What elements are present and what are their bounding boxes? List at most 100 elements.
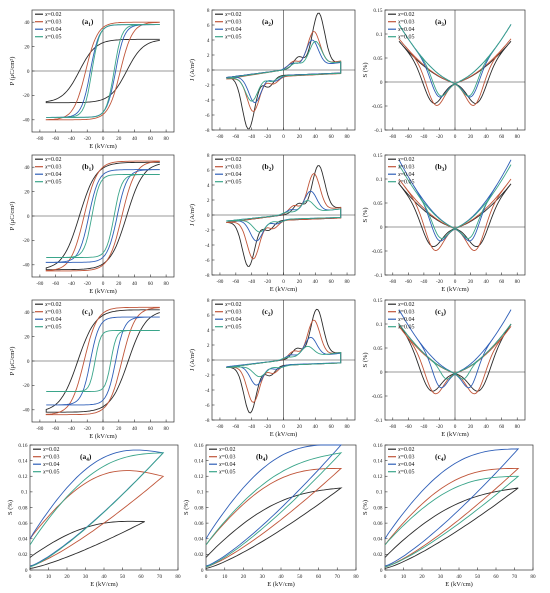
y-tick-label: 20 (24, 189, 30, 195)
x-tick-label: 20 (468, 279, 474, 285)
x-axis-label: E (kV/cm) (270, 431, 298, 438)
y-tick-label: 0.04 (194, 537, 203, 543)
x-axis-label: E (kV/cm) (89, 433, 117, 440)
x-tick-label: 20 (468, 134, 474, 140)
y-tick-label: 0.14 (18, 458, 27, 464)
y-tick-label: 0.06 (373, 521, 382, 527)
legend-label: x=0.04 (42, 462, 60, 468)
series-line-x005 (29, 452, 165, 568)
legend-label: x=0.04 (224, 317, 242, 323)
y-tick-label: -0.1 (374, 273, 383, 279)
legend-label: x=0.04 (44, 172, 62, 178)
x-tick-label: -80 (36, 281, 43, 287)
x-tick-label: 80 (515, 134, 521, 140)
y-tick-label: -6 (205, 258, 210, 264)
y-tick-label: -20 (23, 93, 30, 99)
legend: x=0.02 x=0.03x=0.04 x=0.05 (388, 12, 415, 41)
x-tick-label: 20 (468, 424, 474, 430)
legend-label: x=0.03 (42, 455, 60, 461)
x-tick-label: 60 (148, 281, 154, 287)
chart-panel-a1: -80 -60 -40 -20 0 20 40 60 80 -40 -20 0 20 40 E (kV/cm… (9, 9, 175, 150)
legend: x=0.02 x=0.03x=0.04 x=0.05 (388, 157, 415, 186)
x-tick-label: 30 (260, 574, 266, 580)
y-tick-label: 0.08 (18, 505, 27, 511)
x-tick-label: 20 (116, 136, 122, 142)
legend: x=0.02 x=0.03x=0.04 x=0.05 (35, 157, 62, 186)
y-tick-label: -0.1 (374, 418, 383, 424)
series-line-x005 (398, 323, 512, 380)
panel-label: (a1) (82, 17, 94, 28)
panel-label: (c3) (435, 307, 446, 318)
panel-label: (a2) (262, 17, 274, 28)
series-line-x005 (398, 24, 512, 97)
y-axis-label: S (%) (183, 500, 190, 515)
series-line-x005 (226, 345, 342, 378)
panel-label: (c2) (262, 307, 273, 318)
x-tick-label: 20 (116, 281, 122, 287)
y-tick-label: 0.04 (18, 537, 27, 543)
y-tick-label: 0 (207, 213, 210, 219)
x-tick-label: 80 (164, 281, 170, 287)
x-tick-label: -40 (248, 279, 255, 285)
legend-label: x=0.02 (397, 12, 415, 18)
legend-label: x=0.03 (224, 20, 242, 26)
x-tick-label: 0 (454, 134, 457, 140)
series-line-x005 (205, 452, 343, 568)
x-axis-label: E (kV/cm) (89, 288, 117, 295)
y-axis-label: S (%) (362, 63, 369, 78)
y-tick-label: 40 (24, 165, 30, 171)
y-tick-label: 6 (207, 23, 210, 29)
x-tick-label: -60 (232, 279, 239, 285)
y-tick-label: 0.06 (194, 521, 203, 527)
x-tick-label: 40 (101, 574, 107, 580)
x-tick-label: 10 (46, 574, 52, 580)
x-axis-label: E (kV/cm) (441, 286, 469, 293)
series-line-x002 (45, 38, 160, 104)
legend: x=0.02 x=0.03x=0.04 x=0.05 (209, 447, 236, 476)
series-line-x005 (384, 475, 520, 568)
y-tick-label: 2 (207, 343, 210, 349)
y-tick-label: 0.15 (373, 298, 382, 304)
x-tick-label: 10 (222, 574, 228, 580)
x-tick-label: -40 (420, 134, 427, 140)
x-tick-label: 40 (456, 574, 462, 580)
series-line-x005 (46, 174, 160, 258)
x-tick-label: 60 (329, 279, 335, 285)
y-axis-label: S (%) (362, 500, 369, 515)
legend-label: x=0.05 (44, 35, 62, 41)
x-tick-label: -20 (436, 424, 443, 430)
y-tick-label: 40 (24, 20, 30, 26)
y-axis-label: P (μC/cm²) (9, 57, 16, 86)
series-line-x004 (398, 309, 512, 389)
legend-label: x=0.05 (397, 470, 415, 476)
panel-label: (b2) (262, 162, 274, 173)
chart-panel-b3: -80 -60 -40 -20 0 20 40 60 80 -0.1 -0.05 0 0.05 0.1 0.… (362, 153, 526, 293)
y-tick-label: -4 (205, 243, 210, 249)
y-tick-label: 20 (24, 44, 30, 50)
y-tick-label: 0.04 (373, 537, 382, 543)
series-line-x005 (46, 330, 160, 392)
legend-label: x=0.02 (42, 447, 60, 453)
y-tick-label: 8 (207, 8, 210, 14)
legend-label: x=0.03 (44, 20, 62, 26)
x-tick-label: 60 (316, 574, 322, 580)
legend-label: x=0.05 (224, 325, 242, 331)
y-tick-label: -6 (205, 403, 210, 409)
x-tick-label: -20 (264, 134, 271, 140)
legend-label: x=0.02 (224, 302, 242, 308)
legend-label: x=0.05 (44, 180, 62, 186)
legend-label: x=0.04 (397, 172, 415, 178)
y-tick-label: -4 (205, 388, 210, 394)
x-tick-label: -80 (389, 134, 396, 140)
y-tick-label: 6 (207, 168, 210, 174)
series-line-x002 (384, 487, 519, 569)
y-tick-label: 0.02 (18, 552, 27, 558)
legend-label: x=0.02 (218, 447, 236, 453)
series-line-x004 (384, 448, 520, 567)
x-tick-label: -60 (405, 279, 412, 285)
x-tick-label: 50 (120, 574, 126, 580)
x-tick-label: 60 (499, 279, 505, 285)
legend-label: x=0.02 (397, 447, 415, 453)
